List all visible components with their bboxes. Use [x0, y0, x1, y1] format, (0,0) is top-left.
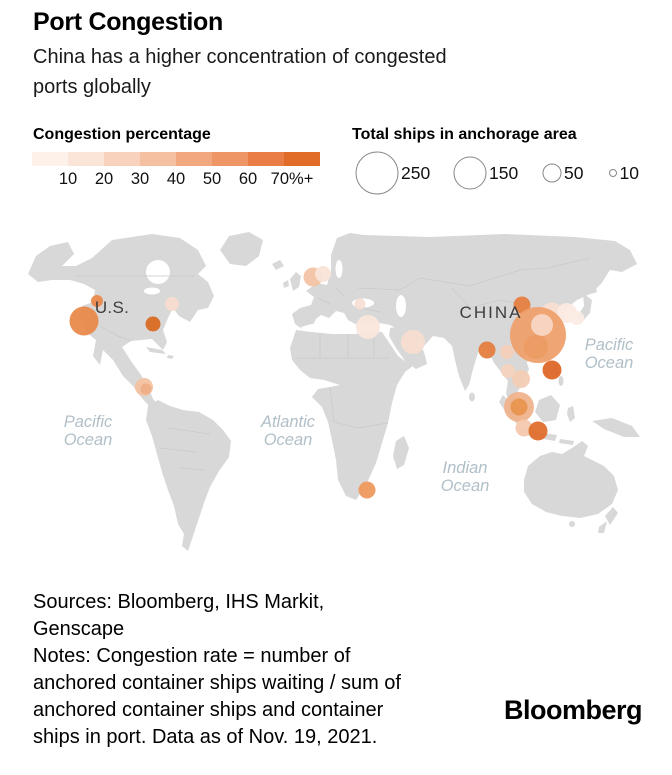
greenland	[220, 232, 263, 266]
iceland	[272, 260, 284, 270]
legend-circle	[542, 163, 562, 183]
country-label: CHINA	[460, 303, 523, 322]
ramp-tick-label: 40	[166, 170, 186, 188]
port-bubbles	[69, 266, 584, 499]
port-bubble	[513, 296, 531, 314]
caspian-sea	[396, 295, 406, 317]
new-zealand-north	[605, 507, 618, 525]
ocean-label: Indian	[443, 459, 488, 477]
world-map: U.S. CHINA PacificOceanAtlanticOceanIndia…	[28, 232, 640, 551]
lesser-sunda	[559, 439, 574, 445]
mediterranean-sea	[301, 322, 375, 334]
tasmania	[569, 521, 575, 527]
sulawesi	[567, 406, 575, 422]
color-ramp	[32, 152, 320, 166]
port-bubble	[500, 345, 514, 359]
port-bubble	[515, 419, 533, 437]
ramp-swatch	[176, 152, 212, 166]
legend-circle-label: 150	[489, 163, 518, 183]
country-labels: U.S. CHINA	[95, 298, 523, 322]
philippines-south	[558, 376, 564, 386]
port-bubble	[69, 306, 99, 336]
new-guinea	[592, 418, 640, 437]
port-bubble	[531, 314, 553, 336]
port-bubble	[315, 266, 331, 282]
ramp-swatch	[248, 152, 284, 166]
madagascar	[393, 436, 409, 469]
page-title: Port Congestion	[33, 8, 223, 36]
hispaniola	[167, 355, 174, 359]
ramp-swatch	[32, 152, 68, 166]
cuba	[146, 347, 166, 354]
legend-circle-label: 10	[620, 163, 640, 183]
eurasia	[292, 233, 637, 411]
legend-circle	[355, 151, 399, 195]
baltic-sea	[335, 260, 343, 278]
ramp-swatch	[284, 152, 320, 166]
legend-circle-label: 50	[564, 163, 584, 183]
port-bubble	[358, 481, 376, 499]
ocean-label: Ocean	[264, 431, 313, 449]
sri-lanka	[469, 392, 475, 402]
ocean-labels: PacificOceanAtlanticOceanIndianOceanPaci…	[64, 336, 634, 495]
ramp-tick-label: 30	[130, 170, 150, 188]
port-bubble	[356, 315, 380, 339]
ramp-swatch	[68, 152, 104, 166]
port-bubble	[165, 297, 179, 311]
continents	[28, 232, 640, 551]
port-bubble	[524, 335, 548, 359]
ramp-tick-label: 60	[238, 170, 258, 188]
australia	[524, 441, 618, 518]
size-legend-title: Total ships in anchorage area	[352, 126, 577, 143]
ocean-label: Pacific	[64, 413, 113, 431]
port-bubble	[528, 421, 548, 441]
size-legend: 250 150 50 10	[355, 151, 640, 195]
ocean-label: Pacific	[585, 336, 634, 354]
ocean-label: Ocean	[441, 477, 490, 495]
legend-circle	[453, 156, 487, 190]
north-america	[28, 234, 214, 407]
port-bubble	[570, 311, 584, 325]
ramp-tick-label: 50	[202, 170, 222, 188]
ramp-tick-label: 20	[94, 170, 114, 188]
port-bubble	[478, 341, 496, 359]
hokkaido	[590, 286, 597, 294]
port-bubble	[91, 295, 103, 307]
ireland	[283, 280, 289, 288]
africa	[290, 330, 414, 500]
port-bubble	[401, 330, 425, 354]
port-bubble	[145, 316, 161, 332]
port-bubble	[512, 370, 530, 388]
sakhalin	[596, 270, 601, 284]
color-legend-title: Congestion percentage	[33, 126, 211, 143]
ramp-swatch	[140, 152, 176, 166]
port-bubble	[542, 360, 562, 380]
ramp-swatch	[104, 152, 140, 166]
borneo	[535, 395, 560, 422]
new-zealand-south	[598, 521, 607, 533]
port-bubble	[140, 383, 152, 395]
page-subtitle: China has a higher concentration of cong…	[33, 46, 447, 98]
port-bubble	[510, 398, 528, 416]
south-america	[146, 400, 231, 551]
country-label: U.S.	[95, 298, 129, 317]
ramp-tick-label: 10	[58, 170, 78, 188]
ramp-swatch	[212, 152, 248, 166]
port-bubble	[354, 298, 366, 310]
port-bubble	[501, 364, 515, 378]
country-borders	[75, 257, 591, 471]
methodology-note: Notes: Congestion rate = number of ancho…	[33, 645, 401, 748]
ocean-label: Ocean	[64, 431, 113, 449]
uk	[290, 272, 301, 291]
ramp-tick-label: 70%+	[270, 170, 314, 188]
ocean-label: Atlantic	[260, 413, 316, 431]
legend-circle	[609, 169, 617, 177]
legend-circle-label: 250	[401, 163, 430, 183]
ocean-label: Ocean	[585, 354, 634, 372]
great-lakes	[144, 287, 160, 295]
sources-note: Sources: Bloomberg, IHS Markit, Genscape	[33, 591, 325, 640]
hudson-bay	[146, 260, 170, 284]
bloomberg-logo: Bloomberg	[503, 695, 643, 725]
